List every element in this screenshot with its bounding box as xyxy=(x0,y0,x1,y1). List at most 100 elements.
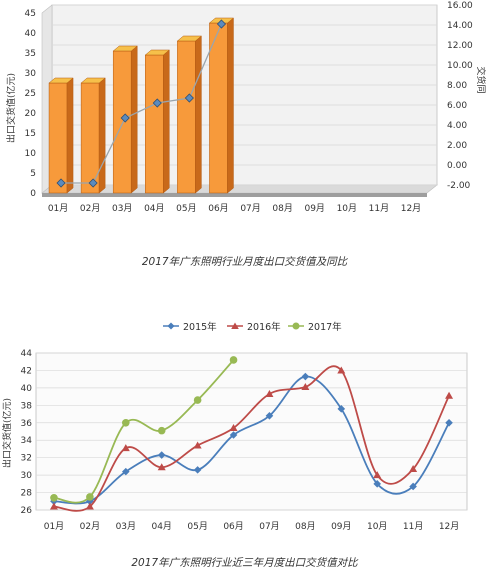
chart2-series-2016年 xyxy=(49,365,454,512)
chart1-left-tick-label: 15 xyxy=(25,129,36,139)
chart1-bar xyxy=(80,77,106,194)
chart2-x-tick-label: 06月 xyxy=(223,521,243,532)
chart1-y-axis-label: 出口交货值(亿元) xyxy=(5,73,17,143)
chart2-x-tick-label: 05月 xyxy=(187,521,207,532)
chart1-right-ticks: -2.00 0.00 2.00 4.00 6.00 8.00 10.00 12.00 14.00… xyxy=(447,1,473,191)
chart1-x-tick-label: 07月 xyxy=(240,203,260,214)
chart2-point xyxy=(409,465,418,473)
chart1-x-tick-label: 02月 xyxy=(80,203,100,214)
chart2-point xyxy=(193,396,202,404)
chart2-x-tick-label: 10月 xyxy=(367,521,387,532)
chart1-bar-top xyxy=(144,49,170,56)
chart1-x-tick-label: 09月 xyxy=(304,203,324,214)
chart2-point xyxy=(157,426,166,435)
chart1-x-tick-label: 03月 xyxy=(112,203,132,214)
chart1-left-tick-label: 35 xyxy=(25,49,36,59)
chart2-point xyxy=(85,502,94,510)
chart2-plot-area xyxy=(35,352,468,511)
chart1-caption: 2017年广东照明行业月度出口交货值及同比 xyxy=(141,256,348,268)
chart2-point xyxy=(121,444,130,452)
chart2-x-tick-label: 04月 xyxy=(151,521,171,532)
chart2-point xyxy=(265,389,274,397)
chart2-point xyxy=(157,463,166,471)
chart1-bar-side xyxy=(227,17,234,194)
chart2-point xyxy=(337,366,346,374)
chart2-point xyxy=(445,391,454,399)
chart1-bar-front xyxy=(145,54,164,194)
chart1-back-wall xyxy=(51,4,438,186)
chart1-right-tick-label: 10.00 xyxy=(447,61,473,71)
chart1-x-tick-label: 05月 xyxy=(176,203,196,214)
chart1-left-tick-label: 25 xyxy=(25,89,36,99)
chart1-right-tick-label: 16.00 xyxy=(447,1,473,11)
chart2-y-tick-label: 42 xyxy=(21,366,32,376)
chart1-yoy-point xyxy=(152,98,162,108)
chart1-left-tick-label: 40 xyxy=(25,29,37,39)
chart1-right-tick-label: 0.00 xyxy=(447,161,467,171)
legend-item-2017: 2017年 xyxy=(288,318,342,334)
chart1-yoy-point xyxy=(120,113,130,123)
chart1-bar-front xyxy=(177,40,196,194)
chart1-base-edge xyxy=(42,193,427,197)
legend-label-2015: 2015年 xyxy=(183,322,217,333)
chart2-point xyxy=(373,480,382,488)
chart1-bar-top xyxy=(80,77,106,84)
chart2-x-tick-label: 02月 xyxy=(80,521,100,532)
chart2-point xyxy=(301,383,310,391)
chart1-bar xyxy=(176,35,203,194)
chart2-x-tick-label: 09月 xyxy=(331,521,351,532)
chart2-point xyxy=(445,418,453,427)
chart1-bar xyxy=(112,45,138,194)
chart2-x-tick-label: 03月 xyxy=(116,521,136,532)
chart2-y-tick-label: 32 xyxy=(21,454,32,464)
chart1-bar-front xyxy=(112,50,132,194)
chart1-left-tick-label: 0 xyxy=(30,189,36,199)
chart2-y-tick-label: 44 xyxy=(21,349,33,359)
chart1-y2-axis-label: 交货同 xyxy=(475,66,487,93)
chart2-series-2017年 xyxy=(50,356,238,504)
chart1-bar xyxy=(48,77,74,194)
legend-item-2015: 2015年 xyxy=(163,318,217,334)
chart1-bar xyxy=(144,49,170,194)
chart2-legend: 2015年 2016年 2017年 xyxy=(0,318,489,334)
chart2-y-tick-label: 40 xyxy=(21,384,33,394)
chart2-point xyxy=(229,424,238,432)
chart2-point xyxy=(229,431,238,439)
chart2-y-tick-label: 28 xyxy=(21,489,33,499)
chart2-x-tick-label: 07月 xyxy=(259,521,279,532)
legend-label-2017: 2017年 xyxy=(308,322,342,333)
chart1-right-tick-label: 2.00 xyxy=(447,141,467,151)
chart1-bar-side xyxy=(163,49,170,194)
chart2-x-tick-label: 12月 xyxy=(439,521,459,532)
chart1-bar-side xyxy=(195,35,202,194)
chart1-x-tick-label: 04月 xyxy=(144,203,164,214)
chart1-left-tick-label: 5 xyxy=(30,169,36,179)
chart2-y-tick-label: 30 xyxy=(21,471,33,481)
chart2-point xyxy=(193,466,202,474)
chart2-x-tick-label: 08月 xyxy=(295,521,315,532)
chart2-point xyxy=(121,418,130,427)
chart2-y-tick-label: 26 xyxy=(21,506,33,516)
legend-marker-2017-icon xyxy=(288,322,304,330)
chart2-point xyxy=(50,493,58,502)
chart2-x-ticks: 01月 02月 03月 04月 05月 06月 07月 08月 09月 10月 11月 12月 xyxy=(44,521,460,532)
chart2-y-axis-label: 出口交货值(亿元) xyxy=(1,398,13,468)
chart1-right-tick-label: 4.00 xyxy=(447,121,467,131)
chart2-y-tick-label: 38 xyxy=(21,401,33,411)
legend-marker-2016-icon xyxy=(227,322,243,329)
chart1-x-tick-label: 11月 xyxy=(369,203,389,214)
chart1-yoy-line xyxy=(56,19,227,188)
chart2-point xyxy=(86,493,94,501)
chart2-y-tick-label: 36 xyxy=(21,419,33,429)
legend-marker-2015-icon xyxy=(163,322,179,330)
chart1-x-tick-label: 10月 xyxy=(337,203,357,214)
chart1-left-tick-label: 10 xyxy=(25,149,37,159)
chart1-right-tick-label: -2.00 xyxy=(447,181,471,191)
chart1-bar-top xyxy=(112,45,138,52)
chart1-x-tick-label: 06月 xyxy=(208,203,228,214)
chart2-caption: 2017年广东照明行业近三年月度出口交货值对比 xyxy=(131,557,358,569)
chart1-right-tick-label: 8.00 xyxy=(447,81,467,91)
chart2-point xyxy=(373,471,382,479)
